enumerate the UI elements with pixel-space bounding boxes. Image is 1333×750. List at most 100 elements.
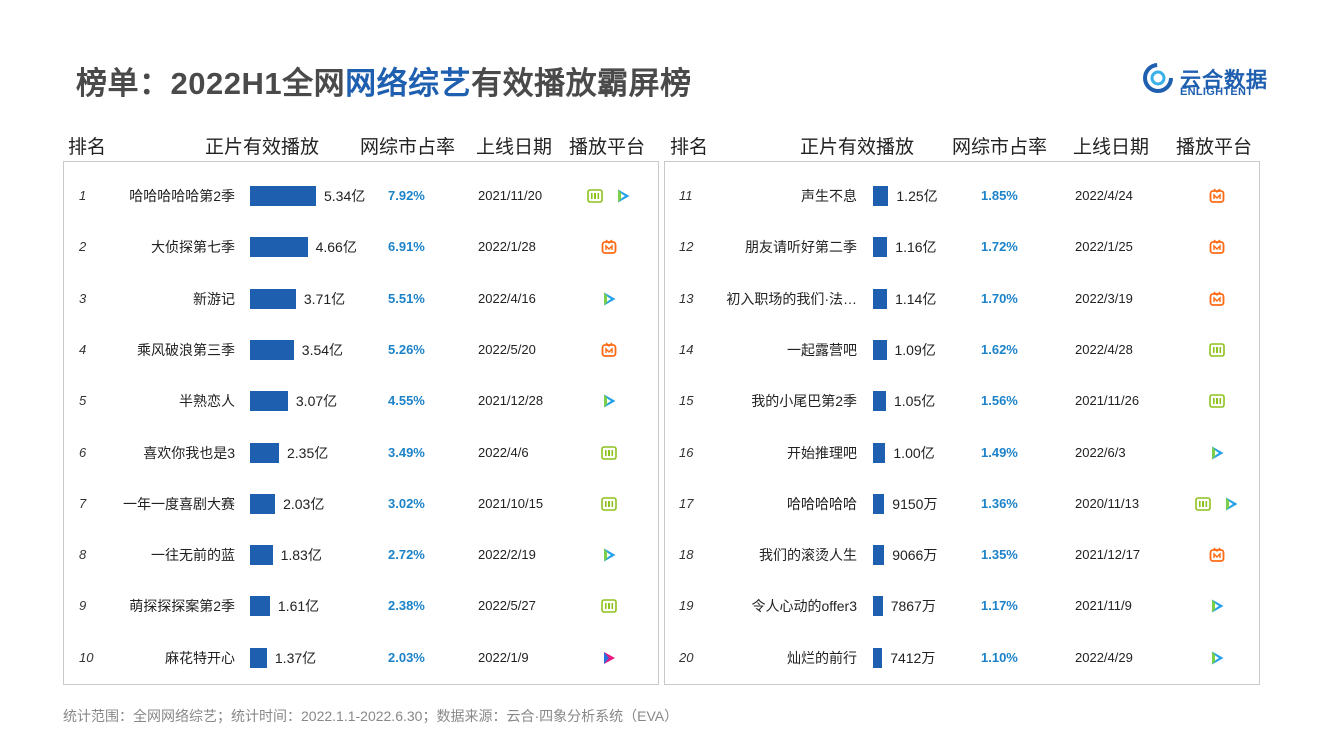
rank-number: 9 — [79, 598, 87, 614]
show-name: 一起露营吧 — [787, 341, 857, 358]
show-name: 半熟恋人 — [179, 393, 235, 410]
iqiyi-icon — [587, 189, 603, 203]
platform-icons — [1209, 547, 1225, 563]
views-label: 3.54亿 — [301, 341, 344, 358]
rank-number: 4 — [79, 341, 87, 357]
views-bar — [250, 545, 273, 566]
rank-number: 10 — [79, 649, 94, 665]
release-date: 2022/5/20 — [478, 341, 536, 357]
rank-number: 18 — [679, 547, 694, 563]
release-date: 2021/12/17 — [1075, 547, 1141, 563]
release-date: 2022/4/29 — [1075, 649, 1133, 665]
rank-number: 15 — [679, 393, 694, 409]
ranking-row: 16 开始推理吧 1.00亿 1.49% 2022/6/3 — [665, 428, 1259, 478]
ranking-row: 15 我的小尾巴第2季 1.05亿 1.56% 2021/11/26 — [665, 376, 1259, 426]
iqiyi-icon — [601, 599, 617, 614]
views-label: 1.37亿 — [274, 649, 317, 666]
release-date: 2020/11/13 — [1075, 495, 1140, 511]
rank-number: 20 — [679, 649, 694, 665]
iqiyi-icon — [601, 496, 617, 511]
ranking-row: 9 萌探探探案第2季 1.61亿 2.38% 2022/5/27 — [64, 581, 658, 631]
ranking-row: 7 一年一度喜剧大赛 2.03亿 3.02% 2021/10/15 — [64, 479, 658, 529]
logo-text-cn: 云合数据 — [1180, 69, 1268, 92]
show-name: 一往无前的蓝 — [151, 547, 235, 564]
tencent-video-icon — [1226, 497, 1238, 511]
ranking-row: 8 一往无前的蓝 1.83亿 2.72% 2022/2/19 — [64, 530, 658, 580]
show-name: 萌探探探案第2季 — [129, 598, 235, 615]
page-title: 榜单：2022H1全网网络综艺有效播放霸屏榜 — [76, 58, 692, 103]
mango-tv-icon — [1209, 547, 1225, 562]
platform-icons — [1195, 496, 1239, 512]
release-date: 2021/10/15 — [478, 495, 544, 511]
views-label: 3.71亿 — [303, 290, 346, 307]
platform-icons — [601, 496, 617, 512]
show-name: 喜欢你我也是3 — [143, 444, 235, 461]
views-bar — [873, 288, 888, 309]
youku-icon — [604, 651, 615, 664]
views-bar — [250, 339, 294, 360]
header-date-left: 上线日期 — [476, 137, 553, 158]
tencent-video-icon — [1212, 651, 1224, 665]
platform-icons — [1209, 188, 1225, 204]
views-label: 1.25亿 — [896, 188, 938, 204]
platform-icons — [601, 598, 617, 614]
header-date-right: 上线日期 — [1073, 137, 1150, 158]
iqiyi-icon — [1209, 343, 1225, 357]
show-name: 令人心动的offer3 — [751, 598, 857, 615]
show-name: 声生不息 — [801, 188, 857, 204]
ranking-row: 1 哈哈哈哈哈第2季 5.34亿 7.92% 2021/11/20 — [64, 171, 658, 221]
mango-tv-icon — [601, 342, 617, 357]
platform-icons — [1209, 239, 1225, 255]
market-share: 1.70% — [981, 290, 1018, 306]
views-bar — [250, 237, 308, 258]
release-date: 2022/4/28 — [1075, 341, 1133, 357]
views-label: 1.00亿 — [893, 444, 935, 461]
rank-number: 12 — [679, 239, 694, 255]
platform-icons — [601, 291, 617, 307]
tencent-video-icon — [1212, 446, 1224, 459]
views-bar — [873, 237, 888, 258]
rank-number: 1 — [79, 188, 87, 203]
market-share: 5.51% — [388, 290, 425, 306]
views-label: 7867万 — [890, 598, 936, 615]
show-name: 新游记 — [193, 290, 235, 307]
ranking-row: 20 灿烂的前行 7412万 1.10% 2022/4/29 — [665, 633, 1259, 683]
tencent-video-icon — [1212, 599, 1224, 613]
title-highlight: 网络综艺 — [345, 66, 472, 101]
show-name: 乘风破浪第三季 — [137, 341, 235, 358]
views-bar — [873, 596, 883, 617]
logo-text-en: ENLIGHTENT — [1180, 86, 1254, 98]
show-name: 朋友请听好第二季 — [745, 239, 857, 256]
release-date: 2022/1/9 — [478, 649, 529, 665]
release-date: 2022/5/27 — [478, 598, 536, 614]
release-date: 2022/6/3 — [1075, 444, 1126, 460]
header-platform-left: 播放平台 — [569, 137, 646, 158]
platform-icons — [601, 393, 617, 409]
show-name: 初入职场的我们·法… — [726, 290, 857, 307]
market-share: 2.03% — [388, 649, 425, 665]
views-bar — [873, 186, 889, 206]
iqiyi-icon — [1209, 394, 1225, 408]
views-label: 1.61亿 — [277, 598, 320, 615]
ranking-row: 2 大侦探第七季 4.66亿 6.91% 2022/1/28 — [64, 222, 658, 272]
ranking-row: 17 哈哈哈哈哈 9150万 1.36% 2020/11/13 — [665, 479, 1259, 529]
header-views-left: 正片有效播放 — [205, 137, 320, 158]
release-date: 2022/1/28 — [478, 239, 536, 255]
show-name: 灿烂的前行 — [787, 649, 857, 666]
platform-icons — [1209, 393, 1225, 409]
views-bar — [250, 647, 267, 668]
rank-number: 3 — [79, 290, 87, 306]
market-share: 3.49% — [388, 444, 425, 460]
views-bar — [250, 288, 296, 309]
iqiyi-icon — [601, 445, 617, 460]
platform-icons — [601, 650, 617, 666]
ranking-row: 11 声生不息 1.25亿 1.85% 2022/4/24 — [665, 171, 1259, 221]
rank-number: 17 — [679, 495, 694, 511]
ranking-row: 12 朋友请听好第二季 1.16亿 1.72% 2022/1/25 — [665, 222, 1259, 272]
views-label: 3.07亿 — [295, 393, 338, 410]
views-label: 4.66亿 — [315, 239, 357, 256]
views-label: 1.83亿 — [280, 547, 322, 564]
platform-icons — [601, 239, 617, 255]
tencent-video-icon — [618, 189, 630, 203]
mango-tv-icon — [601, 239, 617, 255]
